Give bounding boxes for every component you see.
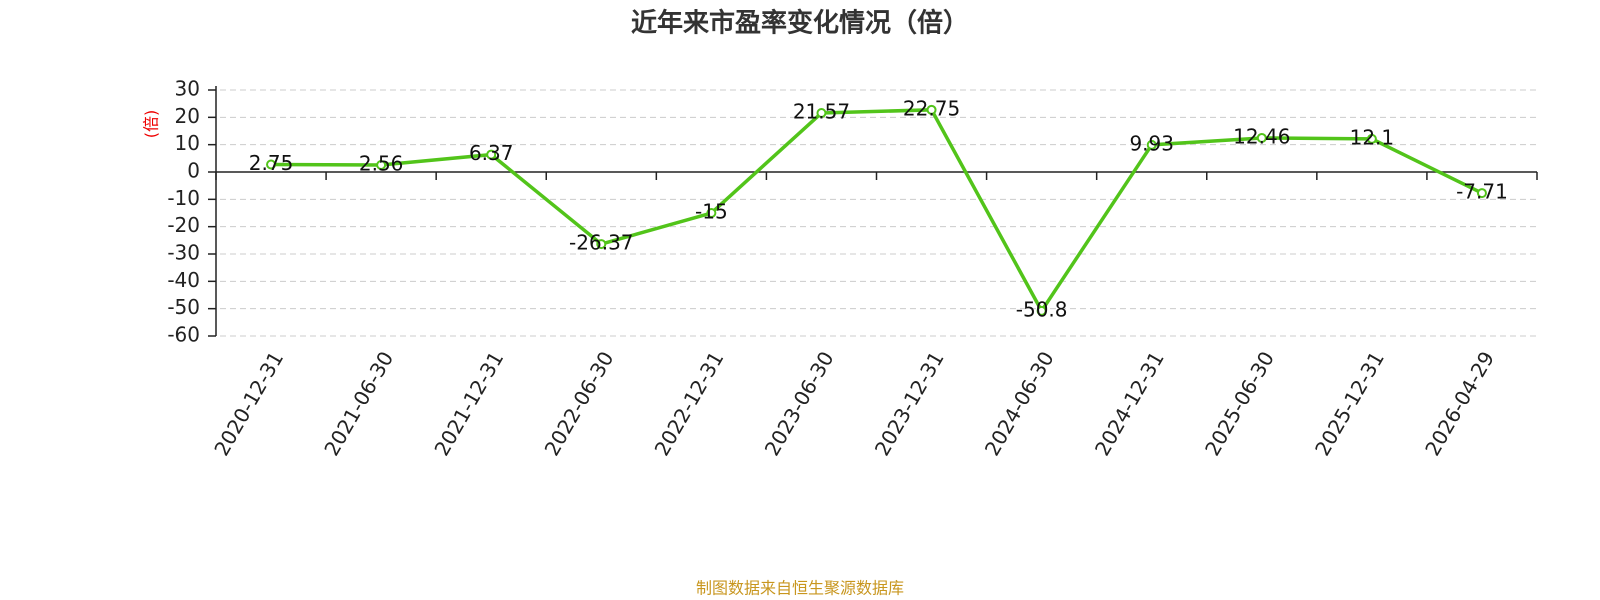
data-label: 12.46 (1233, 124, 1290, 148)
y-tick-label: -20 (167, 213, 200, 237)
x-tick-label: 2025-12-31 (1310, 347, 1389, 460)
data-label: 12.1 (1350, 125, 1395, 149)
point (596, 239, 607, 250)
x-tick-label: 2026-04-29 (1420, 347, 1499, 460)
x-tick-label: 2021-06-30 (319, 347, 398, 460)
point (1476, 188, 1487, 199)
x-tick-label: 2020-12-31 (209, 347, 288, 460)
data-label: -26.37 (569, 231, 633, 255)
x-tick-label: 2025-06-30 (1200, 347, 1279, 460)
point (266, 159, 277, 170)
y-tick-label: -10 (167, 186, 200, 210)
point (706, 208, 717, 218)
y-tick-label: 10 (175, 131, 200, 155)
point (486, 149, 497, 160)
y-tick-label: -40 (167, 268, 200, 292)
point (1036, 305, 1047, 316)
data-label: -50.8 (1016, 297, 1068, 321)
y-tick-label: -30 (167, 241, 200, 265)
data-label: 6.37 (469, 141, 514, 165)
x-tick-label: 2023-12-31 (870, 347, 949, 460)
point (926, 104, 937, 115)
x-tick-label: 2024-06-30 (980, 347, 1059, 460)
y-axis-label: (倍) (142, 110, 161, 139)
y-tick-label: 30 (175, 77, 200, 101)
data-label: -7.71 (1456, 180, 1508, 204)
point (1366, 133, 1377, 144)
data-label: 21.57 (793, 100, 850, 124)
point (1256, 132, 1267, 143)
data-label: 9.93 (1129, 131, 1174, 155)
source-note: 制图数据来自恒生聚源数据库 (696, 579, 904, 598)
x-tick-label: 2023-06-30 (760, 347, 839, 460)
data-label: 2.75 (249, 151, 294, 175)
data-label: 22.75 (903, 96, 960, 120)
data-label: 2.56 (359, 152, 404, 176)
chart-title: 近年来市盈率变化情况（倍） (631, 8, 969, 39)
y-tick-label: 0 (187, 159, 200, 183)
x-tick-label: 2021-12-31 (429, 347, 508, 460)
y-tick-label: -60 (167, 323, 200, 347)
x-tick-label: 2022-06-30 (539, 347, 618, 460)
point (816, 108, 827, 119)
point (1146, 139, 1157, 150)
y-tick-label: -50 (167, 295, 200, 319)
x-tick-label: 2022-12-31 (650, 347, 729, 460)
point (376, 160, 387, 171)
y-tick-label: 20 (175, 104, 200, 128)
line (271, 108, 1483, 315)
x-tick-label: 2024-12-31 (1090, 347, 1169, 460)
data-label: -15 (695, 200, 728, 224)
